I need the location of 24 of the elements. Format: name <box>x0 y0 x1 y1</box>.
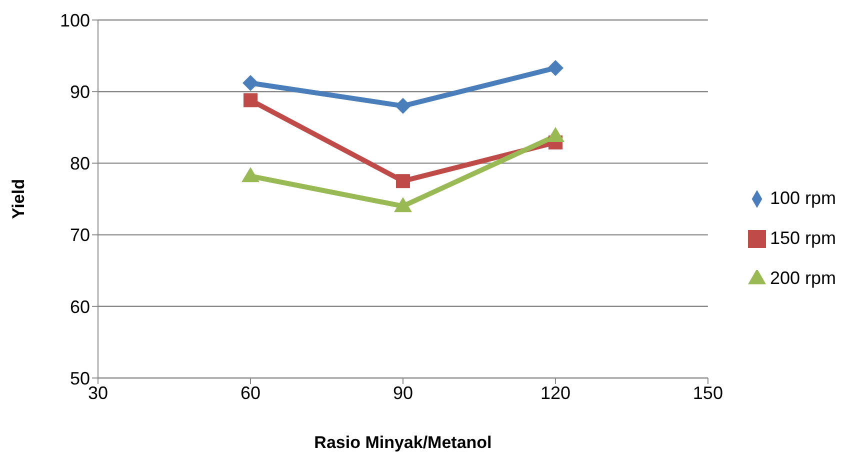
legend-label: 200 rpm <box>770 268 836 288</box>
legend-label: 150 rpm <box>770 228 836 248</box>
point <box>243 93 258 108</box>
y-tick-label: 60 <box>70 296 90 317</box>
legend-label: 100 rpm <box>770 188 836 208</box>
y-tick-label: 70 <box>70 225 90 246</box>
x-tick-label: 90 <box>392 382 413 403</box>
x-tick-label: 120 <box>540 382 570 403</box>
point <box>394 98 411 114</box>
point <box>546 126 564 142</box>
x-tick-label: 30 <box>88 382 108 403</box>
point <box>241 167 260 182</box>
point <box>394 197 412 212</box>
y-tick-label: 100 <box>60 10 90 30</box>
point <box>242 75 258 92</box>
y-tick-label: 50 <box>70 368 90 388</box>
y-tick-label: 80 <box>70 154 90 174</box>
point <box>396 174 410 188</box>
x-tick-label: 150 <box>692 382 723 403</box>
x-tick-label: 60 <box>240 382 261 403</box>
y-tick-label: 90 <box>70 82 90 102</box>
y-axis-title: Yield <box>9 179 28 219</box>
point <box>547 60 564 76</box>
x-axis-title: Rasio Minyak/Metanol <box>314 433 492 452</box>
